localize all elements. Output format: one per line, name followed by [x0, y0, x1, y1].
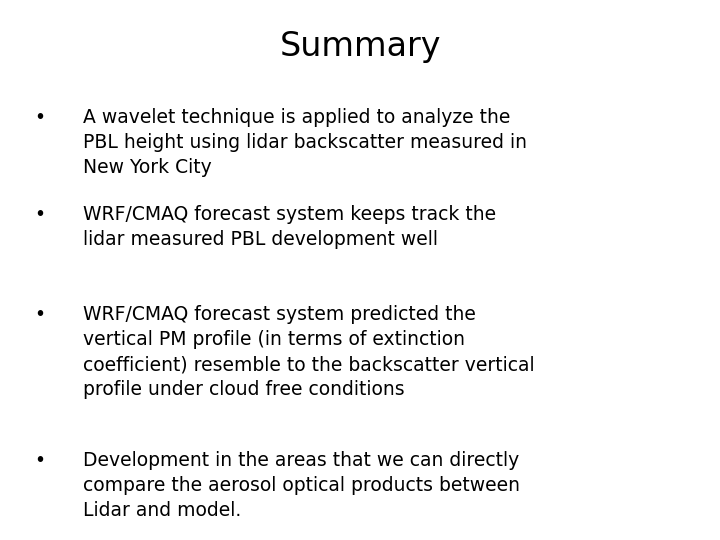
Text: Development in the areas that we can directly
compare the aerosol optical produc: Development in the areas that we can dir… — [83, 451, 520, 520]
Text: Summary: Summary — [279, 30, 441, 63]
Text: A wavelet technique is applied to analyze the
PBL height using lidar backscatter: A wavelet technique is applied to analyz… — [83, 108, 527, 177]
Text: •: • — [34, 451, 45, 470]
Text: WRF/CMAQ forecast system predicted the
vertical PM profile (in terms of extincti: WRF/CMAQ forecast system predicted the v… — [83, 305, 534, 399]
Text: •: • — [34, 205, 45, 224]
Text: WRF/CMAQ forecast system keeps track the
lidar measured PBL development well: WRF/CMAQ forecast system keeps track the… — [83, 205, 496, 249]
Text: •: • — [34, 305, 45, 324]
Text: •: • — [34, 108, 45, 127]
